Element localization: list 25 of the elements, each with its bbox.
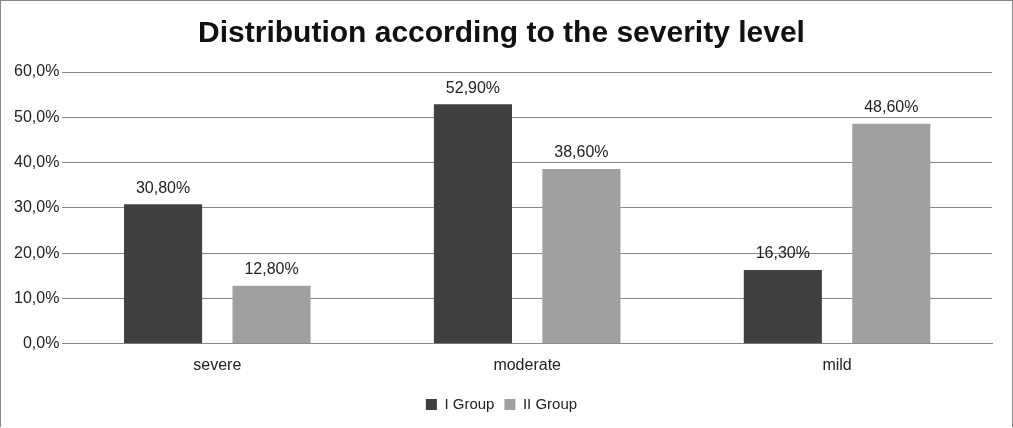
legend-label: I Group <box>444 394 495 412</box>
data-label: 12,80% <box>244 260 299 278</box>
data-label: 38,60% <box>554 143 609 161</box>
bar <box>433 104 512 344</box>
data-label: 30,80% <box>135 178 191 196</box>
y-tick-label: 60,0% <box>13 62 60 80</box>
bar <box>232 285 311 344</box>
data-label: 52,90% <box>445 78 501 96</box>
x-tick-label: mild <box>822 355 852 373</box>
x-tick-label: moderate <box>493 355 562 373</box>
bar <box>743 269 822 344</box>
y-tick-label: 50,0% <box>13 107 60 125</box>
y-tick-label: 40,0% <box>13 153 60 171</box>
legend-label: II Group <box>522 394 578 412</box>
bar <box>542 168 621 344</box>
y-tick-label: 20,0% <box>13 243 60 261</box>
y-tick-label: 0,0% <box>22 334 60 352</box>
bar <box>124 204 203 344</box>
y-tick-label: 10,0% <box>13 288 60 306</box>
chart-title: Distribution according to the severity level <box>198 15 805 49</box>
data-label: 16,30% <box>755 244 810 262</box>
x-tick-label: severe <box>193 355 242 373</box>
bar <box>852 123 931 344</box>
y-tick-label: 30,0% <box>13 198 60 216</box>
data-label: 48,60% <box>864 98 919 116</box>
